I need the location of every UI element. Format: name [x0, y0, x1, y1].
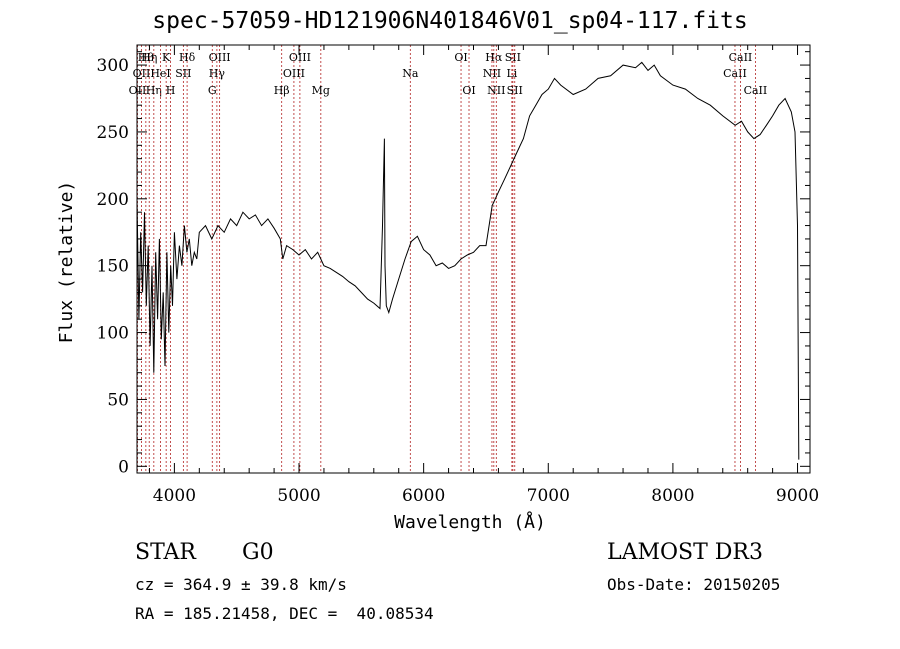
spectral-line-markers: OIIOIIHθHηHηHeIKHSIIHδGHγOIIIHβOIIIOIIIM… — [129, 45, 768, 473]
line-label-9: Hδ — [179, 51, 196, 64]
line-label-11: Hγ — [209, 67, 226, 80]
line-label-13: Hβ — [274, 84, 290, 97]
y-tick-label-150: 150 — [97, 257, 129, 277]
line-label-20: NII — [483, 67, 501, 80]
y-axis-label: Flux (relative) — [56, 181, 77, 344]
y-tick-label-100: 100 — [97, 324, 129, 344]
line-label-25: SII — [507, 84, 523, 97]
plot-frame — [136, 44, 811, 474]
axis-ticks: 4000 5000 6000 7000 8000 9000 0 50 100 150 200 250 3… — [97, 45, 819, 506]
redshift-value: cz = 364.9 ± 39.8 km/s — [135, 575, 347, 594]
coordinates: RA = 185.21458, DEC = 40.08534 — [135, 604, 434, 623]
x-tick-label-8000: 8000 — [651, 486, 694, 506]
line-label-3: Hη — [141, 51, 157, 64]
line-label-4: Hη — [146, 84, 162, 97]
line-label-28: CaII — [744, 84, 768, 97]
x-tick-label-9000: 9000 — [776, 486, 819, 506]
chart-title: spec-57059-HD121906N401846V01_sp04-117.f… — [152, 8, 748, 34]
line-label-6: K — [162, 51, 171, 64]
y-tick-label-200: 200 — [97, 190, 129, 210]
x-axis-label: Wavelength (Å) — [394, 511, 546, 533]
y-tick-label-50: 50 — [107, 390, 129, 410]
line-label-24: SII — [505, 51, 521, 64]
line-label-7: H — [166, 84, 176, 97]
line-label-15: OIII — [289, 51, 311, 64]
line-label-8: SII — [175, 67, 191, 80]
spectrum-line — [136, 61, 800, 460]
subclass: G0 — [242, 540, 274, 565]
line-label-26: CaII — [723, 67, 747, 80]
line-label-10: G — [208, 84, 217, 97]
line-label-16: Mg — [312, 84, 330, 97]
x-tick-label-7000: 7000 — [527, 486, 570, 506]
line-label-22: NII — [487, 84, 505, 97]
line-label-2: Hθ — [138, 51, 155, 64]
line-label-19: OI — [462, 84, 475, 97]
line-label-21: Hα — [485, 51, 503, 64]
line-label-12: OIII — [209, 51, 231, 64]
x-tick-label-5000: 5000 — [277, 486, 320, 506]
y-tick-label-300: 300 — [97, 56, 129, 76]
x-tick-label-4000: 4000 — [153, 486, 196, 506]
line-label-14: OIII — [283, 67, 305, 80]
obs-date: Obs-Date: 20150205 — [607, 575, 781, 594]
spectrum-chart: OIIOIIHθHηHηHeIKHSIIHδGHγOIIIHβOIIIOIIIM… — [56, 44, 819, 533]
survey-name: LAMOST DR3 — [607, 540, 763, 565]
line-label-17: Na — [402, 67, 419, 80]
line-label-23: Li — [506, 67, 517, 80]
object-class: STAR — [135, 540, 196, 565]
y-tick-label-0: 0 — [118, 457, 129, 477]
y-tick-label-250: 250 — [97, 123, 129, 143]
line-label-27: CaII — [729, 51, 753, 64]
line-label-18: OI — [454, 51, 467, 64]
line-label-5: HeI — [150, 67, 170, 80]
x-tick-label-6000: 6000 — [402, 486, 445, 506]
